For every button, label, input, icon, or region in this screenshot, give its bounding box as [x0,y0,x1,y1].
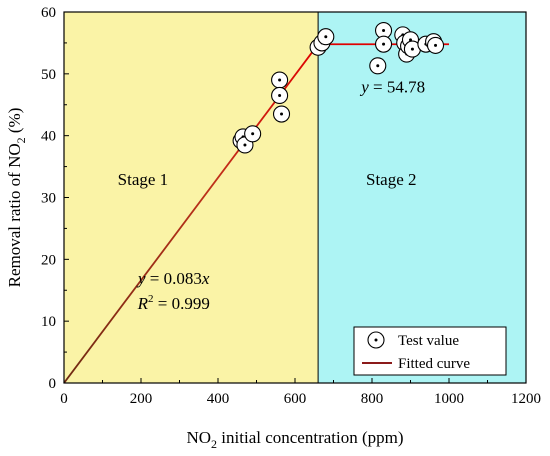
legend: Test value Fitted curve [353,326,507,376]
stage-1-label: Stage 1 [118,170,169,189]
legend-symbol-test-value [367,331,385,349]
y-tick-label: 30 [41,191,56,207]
data-point-dot [410,47,414,51]
x-tick-label: 400 [207,391,230,407]
stage-1-region [64,12,319,383]
data-point-dot [243,143,247,147]
stage-2-label: Stage 2 [366,170,417,189]
data-point-22 [426,36,445,54]
data-point-dot [382,42,386,46]
x-tick-label: 200 [130,391,153,407]
data-point-7 [272,105,291,123]
x-tick-label: 800 [361,391,384,407]
data-point-dot [278,78,282,82]
y-tick-label: 60 [41,5,56,21]
y-tick-label: 20 [41,252,56,268]
data-point-4 [244,125,262,143]
legend-marker-dot [374,338,378,342]
data-point-13 [374,35,393,53]
data-point-dot [382,29,386,33]
data-point-5 [271,71,289,89]
test-value-points [232,21,445,154]
legend-label-fitted-curve: Fitted curve [398,356,470,372]
y-tick-label: 0 [49,376,57,392]
stage-2-region [318,12,526,383]
data-point-dot [278,93,282,97]
plateau-equation: y = 54.78 [359,77,425,96]
data-point-dot [409,38,412,42]
data-point-11 [369,57,387,75]
data-point-dot [280,112,284,116]
x-tick-label: 0 [60,391,68,407]
data-point-dot [251,132,255,136]
linear-equation: y = 0.083x [136,269,210,288]
x-axis-title: NO2 initial concentration (ppm) [186,428,403,451]
r-squared-label: R2 = 0.999 [137,293,210,313]
data-point-dot [434,43,438,47]
x-tick-label: 600 [284,391,307,407]
data-point-6 [271,86,289,105]
y-tick-label: 40 [41,129,56,145]
data-point-dot [376,64,380,68]
x-tick-label: 1200 [511,391,541,407]
y-axis-title: Removal ratio of NO2 (%) [5,108,28,288]
x-tick-label: 1000 [434,391,464,407]
y-tick-label: 50 [41,67,56,83]
data-point-10 [317,28,335,46]
data-point-dot [324,35,328,39]
axis-ticks: 0 200 400 600 800 1000 1200 0 10 20 30 40 50 60 [41,5,541,407]
y-tick-label: 10 [41,314,56,330]
legend-label-test-value: Test value [398,333,459,349]
